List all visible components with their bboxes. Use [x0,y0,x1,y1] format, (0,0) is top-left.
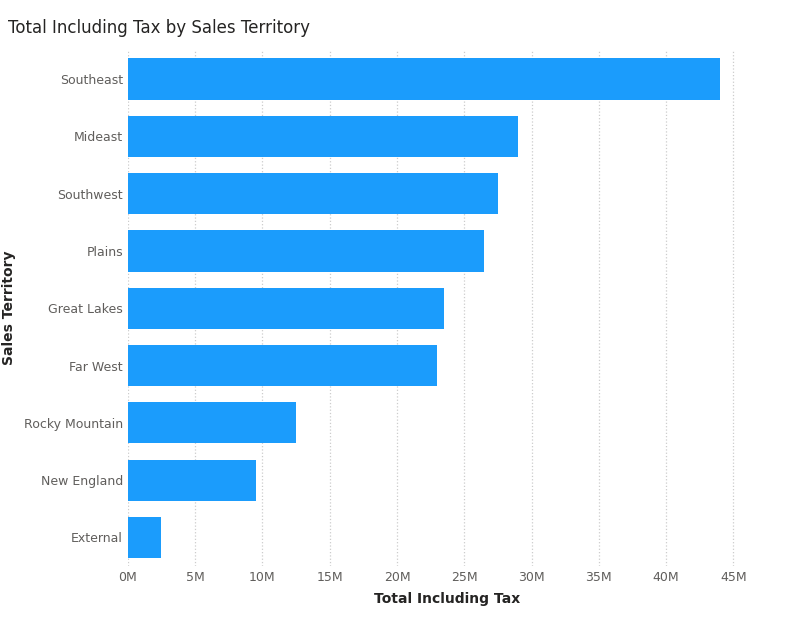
Bar [128,230,484,272]
Bar [128,345,437,386]
Y-axis label: Sales Territory: Sales Territory [2,251,15,365]
Bar [128,460,256,501]
Text: Total Including Tax by Sales Territory: Total Including Tax by Sales Territory [8,19,310,37]
Bar [128,402,296,443]
Bar [128,517,161,558]
Bar [128,173,498,214]
Bar [128,116,518,157]
Bar [128,58,720,99]
Bar [128,287,444,329]
X-axis label: Total Including Tax: Total Including Tax [374,593,521,606]
